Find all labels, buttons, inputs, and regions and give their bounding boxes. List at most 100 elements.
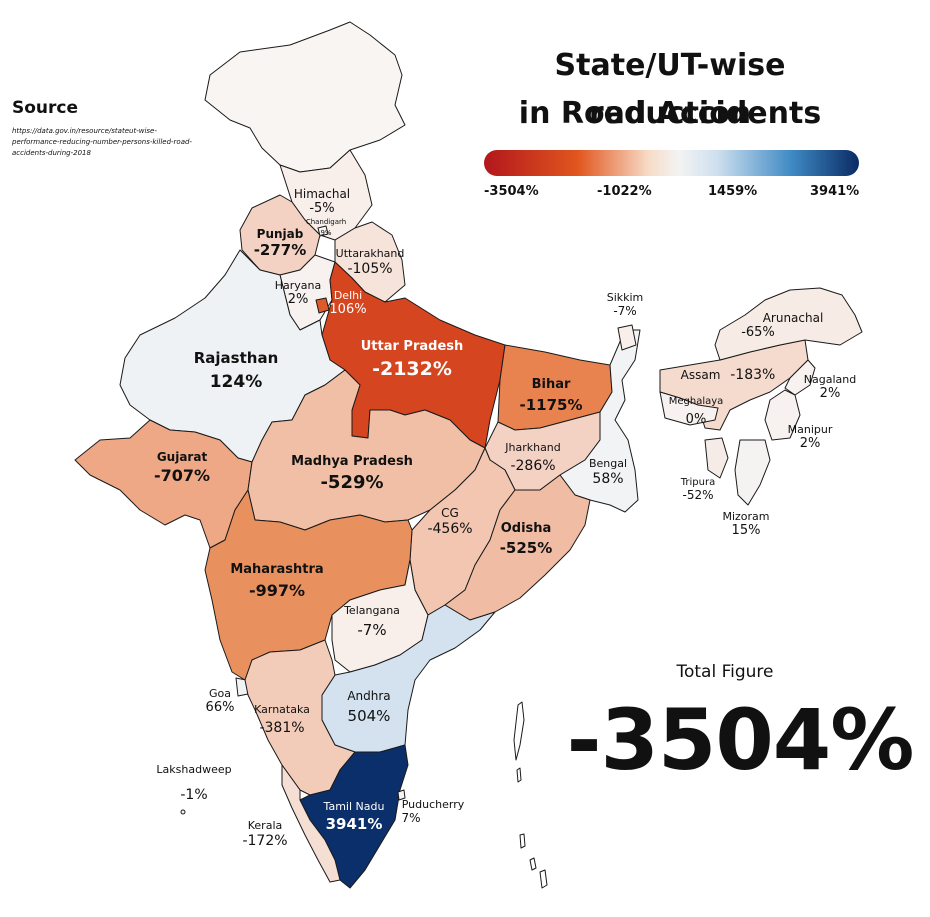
label-karnataka-name: Karnataka <box>254 703 310 716</box>
legend-tick-low: -1022% <box>597 184 652 199</box>
label-bihar-value: -1175% <box>519 395 583 414</box>
chart-title-line-2: in Road Accidents <box>518 96 822 131</box>
label-delhi-value: 106% <box>329 301 367 317</box>
region-chandigarh <box>317 225 329 237</box>
label-madhya-pradesh-value: -529% <box>320 471 384 493</box>
label-meghalaya: Meghalaya 0% <box>669 396 724 427</box>
label-puducherry: Puducherry 7% <box>401 798 464 825</box>
label-goa-name: Goa <box>209 687 231 700</box>
label-tripura-value: -52% <box>682 487 714 502</box>
label-cg-name: CG <box>441 506 459 520</box>
label-andhra-name: Andhra <box>347 689 391 703</box>
source-heading: Source <box>12 98 79 118</box>
label-gujarat-name: Gujarat <box>156 450 208 464</box>
label-chandigarh: Chandigarh 9% <box>306 218 346 237</box>
label-cg-value: -456% <box>427 520 473 537</box>
label-arunachal-value: -65% <box>741 324 775 340</box>
region-manipur <box>764 389 801 441</box>
label-maharashtra-name: Maharashtra <box>230 562 324 577</box>
label-nagaland-value: 2% <box>819 385 841 401</box>
label-rajasthan-value: 124% <box>209 372 263 393</box>
label-tamil-nadu-value: 3941% <box>325 814 383 833</box>
label-kerala-name: Kerala <box>247 819 283 832</box>
region-karnataka <box>244 639 356 796</box>
label-odisha-value: -525% <box>499 538 553 557</box>
label-karnataka: Karnataka -381% <box>254 703 310 736</box>
label-punjab: Punjab -277% <box>253 227 307 259</box>
label-nagaland: Nagaland 2% <box>804 373 856 402</box>
region-jammu-kashmir <box>204 21 406 173</box>
label-madhya-pradesh: Madhya Pradesh -529% <box>291 454 413 494</box>
label-jharkhand-name: Jharkhand <box>505 441 561 454</box>
label-goa-value: 66% <box>205 699 235 715</box>
label-uttar-pradesh-name: Uttar Pradesh <box>360 339 464 354</box>
label-chandigarh-name: Chandigarh <box>305 218 347 226</box>
label-meghalaya-value: 0% <box>685 411 707 427</box>
label-kerala: Kerala -172% <box>242 819 288 849</box>
label-sikkim-name: Sikkim <box>606 291 644 304</box>
source-link[interactable]: https://data.gov.in/resource/stateut-wis… <box>12 127 192 157</box>
label-madhya-pradesh-name: Madhya Pradesh <box>291 454 413 469</box>
label-andhra-value: 504% <box>347 706 391 725</box>
label-uttar-pradesh: Uttar Pradesh -2132% <box>360 339 464 381</box>
label-manipur-value: 2% <box>799 435 821 451</box>
label-arunachal-name: Arunachal <box>762 311 824 325</box>
label-uttarakhand-name: Uttarakhand <box>335 247 405 260</box>
label-bihar: Bihar -1175% <box>519 377 583 414</box>
region-arunachal <box>714 287 863 361</box>
label-himachal-value: -5% <box>309 200 335 216</box>
label-jharkhand: Jharkhand -286% <box>505 441 561 474</box>
label-tamil-nadu-name: Tamil Nadu <box>323 800 385 813</box>
label-haryana-value: 2% <box>287 291 309 307</box>
label-bengal-value: 58% <box>592 470 624 487</box>
label-punjab-value: -277% <box>253 240 307 259</box>
label-odisha: Odisha -525% <box>499 521 553 557</box>
label-delhi-name: Delhi <box>333 289 363 302</box>
label-bengal-name: Bengal <box>588 457 628 470</box>
region-odisha <box>444 474 591 621</box>
region-kerala <box>281 764 341 883</box>
label-cg: CG -456% <box>427 506 473 537</box>
label-uttar-pradesh-value: -2132% <box>372 357 452 380</box>
label-sikkim: Sikkim -7% <box>606 291 644 318</box>
label-tripura: Tripura -52% <box>681 477 715 502</box>
label-assam-name: Assam <box>680 368 721 382</box>
region-meghalaya <box>659 391 719 426</box>
label-gujarat-value: -707% <box>153 465 211 485</box>
label-mizoram: Mizoram 15% <box>722 510 769 539</box>
label-uttarakhand: Uttarakhand -105% <box>335 247 405 277</box>
label-puducherry-value: 7% <box>401 810 421 825</box>
label-rajasthan-name: Rajasthan <box>193 349 279 367</box>
label-sikkim-value: -7% <box>613 303 637 318</box>
label-chandigarh-value: 9% <box>320 229 332 238</box>
label-manipur: Manipur 2% <box>788 423 833 452</box>
label-gujarat: Gujarat -707% <box>153 450 211 485</box>
total-figure-value: -3504% <box>566 691 915 789</box>
label-rajasthan: Rajasthan 124% <box>193 349 279 393</box>
label-assam-value: -183% <box>730 367 776 383</box>
label-himachal-name: Himachal <box>293 187 351 201</box>
color-scale-legend <box>484 150 859 176</box>
region-sikkim <box>617 324 637 351</box>
label-punjab-name: Punjab <box>256 227 304 241</box>
label-assam: Assam -183% <box>681 367 776 383</box>
region-puducherry <box>397 789 406 801</box>
label-maharashtra-value: -997% <box>248 580 306 600</box>
label-haryana-name: Haryana <box>274 279 322 292</box>
label-tamil-nadu: Tamil Nadu 3941% <box>323 800 385 833</box>
total-figure-label: Total Figure <box>676 662 774 682</box>
label-bengal: Bengal 58% <box>588 457 628 487</box>
label-telangana-name: Telangana <box>344 604 400 617</box>
label-telangana: Telangana -7% <box>344 604 400 639</box>
label-lakshadweep-value: -1% <box>180 786 208 803</box>
label-tripura-name: Tripura <box>680 477 716 488</box>
legend-tick-high: 1459% <box>708 184 758 199</box>
label-kerala-value: -172% <box>242 832 288 849</box>
legend-tick-max: 3941% <box>810 184 860 199</box>
label-mizoram-value: 15% <box>731 522 761 538</box>
label-bihar-name: Bihar <box>531 377 571 392</box>
label-andhra: Andhra 504% <box>347 689 391 725</box>
region-tamil-nadu <box>299 744 409 889</box>
label-lakshadweep: Lakshadweep -1% <box>156 763 231 803</box>
